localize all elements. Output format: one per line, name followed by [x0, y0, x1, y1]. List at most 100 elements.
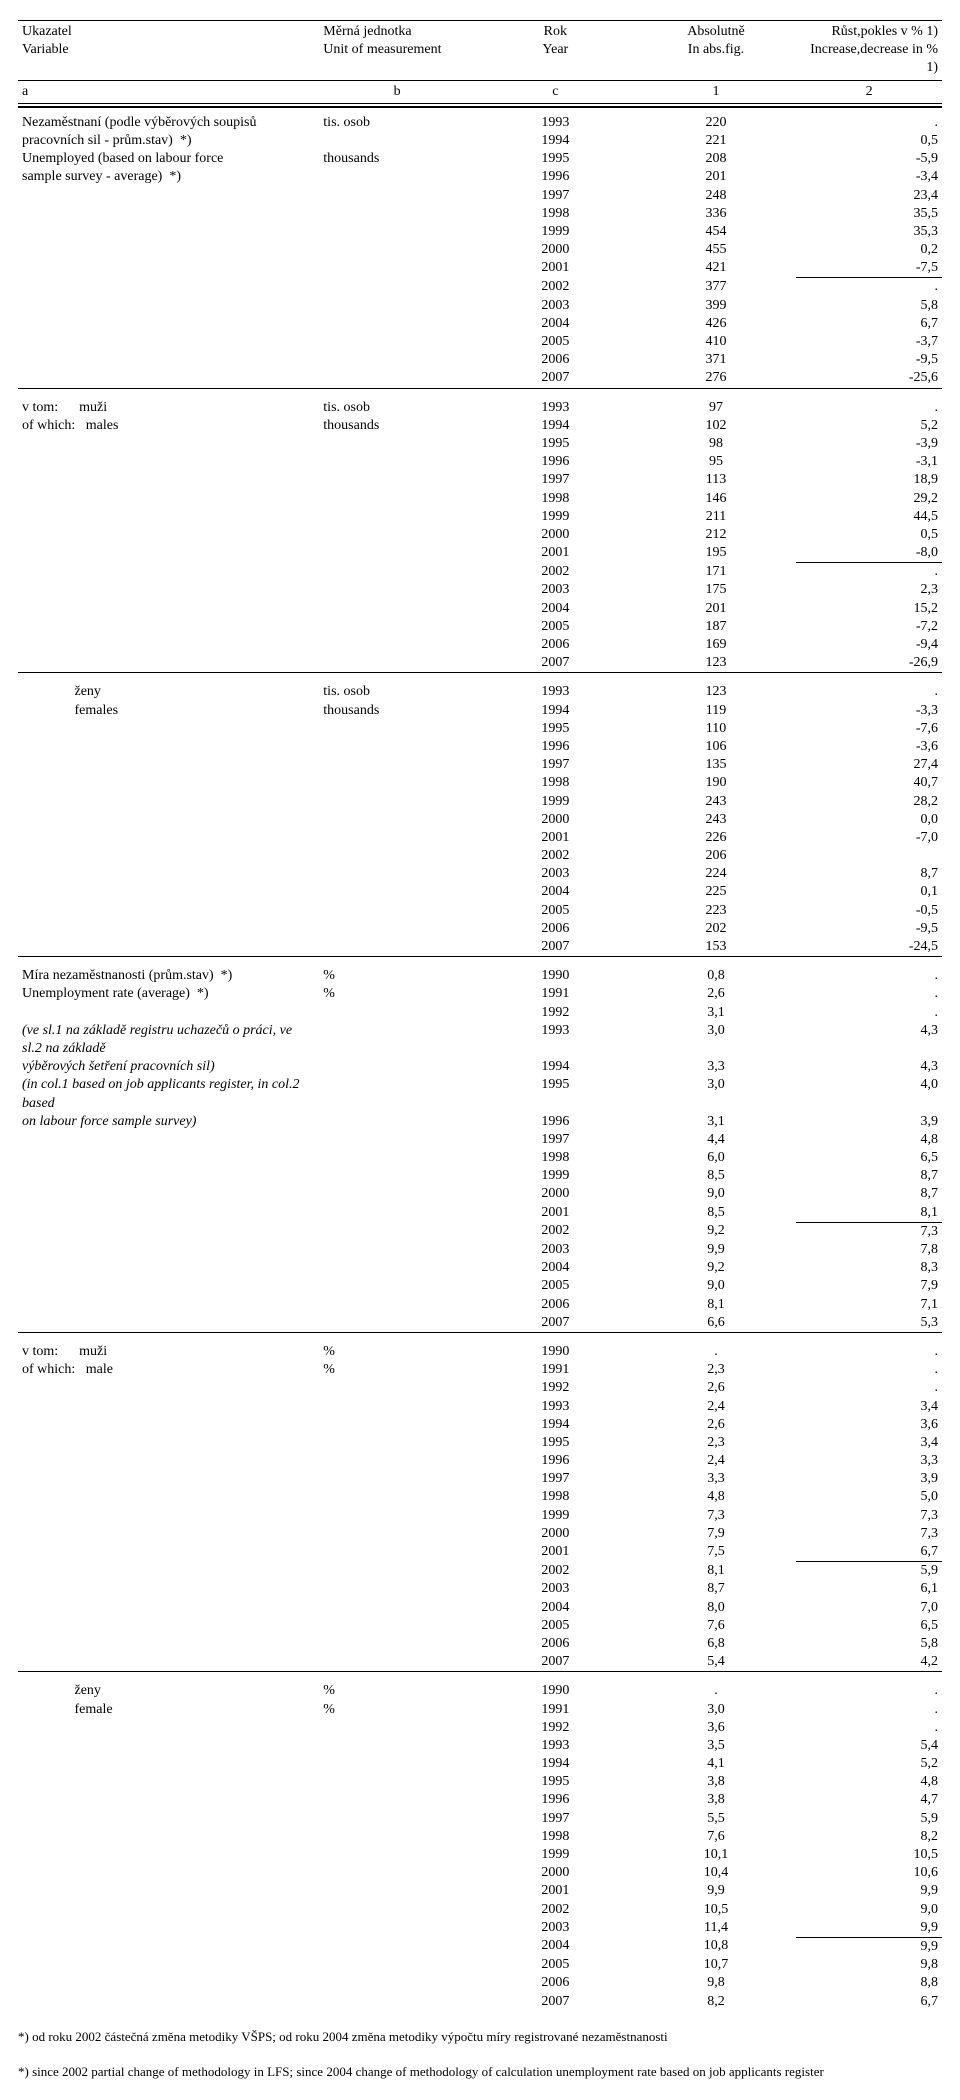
year-cell: 2003 — [475, 865, 636, 883]
year-cell: 1991 — [475, 985, 636, 1003]
pct-cell: 8,3 — [796, 1259, 942, 1277]
abs-cell: 119 — [636, 702, 797, 720]
pct-cell: 0,0 — [796, 811, 942, 829]
abs-cell: 212 — [636, 526, 797, 544]
abs-cell: 3,1 — [636, 1113, 797, 1131]
abs-cell: 8,5 — [636, 1167, 797, 1185]
pct-cell: 18,9 — [796, 471, 942, 489]
abs-cell: . — [636, 1682, 797, 1700]
pct-cell: 8,7 — [796, 1185, 942, 1203]
pct-cell: 6,7 — [796, 1993, 942, 2011]
abs-cell: 224 — [636, 865, 797, 883]
pct-cell: 9,0 — [796, 1901, 942, 1919]
header-rok: Rok — [475, 21, 636, 42]
year-cell: 2005 — [475, 1956, 636, 1974]
year-cell: 2004 — [475, 883, 636, 901]
year-cell: 2007 — [475, 1993, 636, 2011]
year-cell: 1992 — [475, 1719, 636, 1737]
year-cell: 1997 — [475, 471, 636, 489]
pct-cell: 3,6 — [796, 1416, 942, 1434]
abs-cell: 135 — [636, 756, 797, 774]
abs-cell: 3,3 — [636, 1058, 797, 1076]
pct-cell: 8,1 — [796, 1204, 942, 1223]
pct-cell: -0,5 — [796, 902, 942, 920]
pct-cell: . — [796, 1719, 942, 1737]
year-cell: 1994 — [475, 1416, 636, 1434]
abs-cell: 3,8 — [636, 1773, 797, 1791]
year-cell: 2004 — [475, 1259, 636, 1277]
year-cell: 1993 — [475, 1022, 636, 1058]
pct-cell: -7,2 — [796, 618, 942, 636]
year-cell: 1990 — [475, 967, 636, 985]
year-cell: 1996 — [475, 1452, 636, 1470]
abs-cell: 9,0 — [636, 1185, 797, 1203]
year-cell: 1993 — [475, 114, 636, 132]
year-cell: 2006 — [475, 1974, 636, 1992]
abs-cell: 454 — [636, 223, 797, 241]
abs-cell: 3,1 — [636, 1004, 797, 1022]
abs-cell: 146 — [636, 490, 797, 508]
abs-cell: 10,1 — [636, 1846, 797, 1864]
pct-cell: -9,5 — [796, 351, 942, 369]
abs-cell: 410 — [636, 333, 797, 351]
pct-cell: -26,9 — [796, 654, 942, 673]
abs-cell: 0,8 — [636, 967, 797, 985]
year-cell: 2006 — [475, 351, 636, 369]
pct-cell: . — [796, 683, 942, 701]
year-cell: 2006 — [475, 1635, 636, 1653]
year-cell: 2000 — [475, 241, 636, 259]
abs-cell: 102 — [636, 417, 797, 435]
pct-cell: 3,3 — [796, 1452, 942, 1470]
footnote-2: *) since 2002 partial change of methodol… — [18, 2064, 942, 2081]
pct-cell: -7,6 — [796, 720, 942, 738]
year-cell: 1999 — [475, 1507, 636, 1525]
abs-cell: 243 — [636, 811, 797, 829]
abs-cell: 8,0 — [636, 1599, 797, 1617]
pct-cell: 5,4 — [796, 1737, 942, 1755]
abs-cell: 208 — [636, 150, 797, 168]
year-cell: 1998 — [475, 205, 636, 223]
year-cell: 1998 — [475, 774, 636, 792]
pct-cell: 3,4 — [796, 1434, 942, 1452]
pct-cell: 23,4 — [796, 187, 942, 205]
header-abs: Absolutně — [636, 21, 797, 42]
abs-cell: 3,5 — [636, 1737, 797, 1755]
pct-cell: 3,4 — [796, 1398, 942, 1416]
pct-cell: 3,9 — [796, 1113, 942, 1131]
pct-cell: . — [796, 563, 942, 582]
year-cell: 1994 — [475, 1058, 636, 1076]
year-cell: 2001 — [475, 1543, 636, 1562]
abs-cell: 2,6 — [636, 1379, 797, 1397]
abs-cell: 3,3 — [636, 1470, 797, 1488]
abs-cell: 113 — [636, 471, 797, 489]
abs-cell: 9,2 — [636, 1259, 797, 1277]
year-cell: 2007 — [475, 654, 636, 673]
abs-cell: 5,5 — [636, 1810, 797, 1828]
abs-cell: 6,0 — [636, 1149, 797, 1167]
pct-cell: 7,3 — [796, 1507, 942, 1525]
pct-cell: 28,2 — [796, 793, 942, 811]
year-cell: 2005 — [475, 1617, 636, 1635]
pct-cell: 5,8 — [796, 297, 942, 315]
year-cell: 1996 — [475, 168, 636, 186]
pct-cell: 4,2 — [796, 1653, 942, 1672]
year-cell: 2001 — [475, 259, 636, 278]
year-cell: 1994 — [475, 1755, 636, 1773]
year-cell: 1993 — [475, 1737, 636, 1755]
year-cell: 1997 — [475, 1470, 636, 1488]
pct-cell: 5,9 — [796, 1562, 942, 1581]
pct-cell — [796, 847, 942, 865]
year-cell: 2005 — [475, 902, 636, 920]
year-cell: 2002 — [475, 278, 636, 297]
abs-cell: 110 — [636, 720, 797, 738]
year-cell: 2001 — [475, 544, 636, 563]
year-cell: 2002 — [475, 563, 636, 582]
section-label: v tom: muži — [18, 399, 319, 417]
abs-cell: 2,6 — [636, 1416, 797, 1434]
pct-cell: -8,0 — [796, 544, 942, 563]
abs-cell: 455 — [636, 241, 797, 259]
year-cell: 2007 — [475, 938, 636, 957]
pct-cell: 10,5 — [796, 1846, 942, 1864]
abs-cell: 2,3 — [636, 1434, 797, 1452]
abs-cell: 4,1 — [636, 1755, 797, 1773]
